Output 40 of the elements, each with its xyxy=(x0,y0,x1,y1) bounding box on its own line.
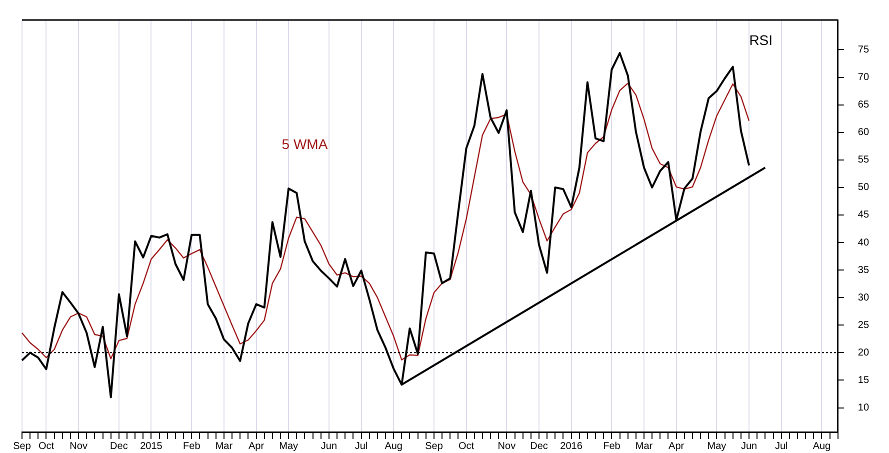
x-tick-label: Apr xyxy=(248,440,265,452)
x-tick-label: Jul xyxy=(354,440,368,452)
y-tick-label: 10 xyxy=(858,402,870,414)
x-tick-label: Jun xyxy=(740,440,758,452)
series-label: RSI xyxy=(749,32,773,48)
x-tick-label: Sep xyxy=(13,440,32,452)
y-tick-label: 15 xyxy=(858,374,870,386)
y-tick-label: 75 xyxy=(858,44,870,56)
x-tick-label: Dec xyxy=(530,440,548,452)
x-tick-label: 2016 xyxy=(560,440,583,452)
x-tick-label: Apr xyxy=(668,440,685,452)
x-tick-label: Aug xyxy=(812,440,831,452)
x-tick-label: Dec xyxy=(110,440,128,452)
x-tick-label: Oct xyxy=(458,440,474,452)
y-tick-label: 30 xyxy=(858,292,870,304)
y-tick-label: 35 xyxy=(858,264,870,276)
x-tick-label: Mar xyxy=(215,440,234,452)
x-tick-label: Oct xyxy=(38,440,54,452)
y-tick-label: 20 xyxy=(858,347,870,358)
x-tick-label: Feb xyxy=(183,440,201,452)
x-tick-label: May xyxy=(279,440,298,452)
x-tick-label: Nov xyxy=(70,440,88,452)
y-tick-label: 40 xyxy=(858,237,870,248)
y-tick-label: 60 xyxy=(858,127,870,138)
x-tick-label: Jul xyxy=(774,440,788,452)
y-tick-label: 55 xyxy=(858,154,870,166)
x-tick-label: May xyxy=(707,440,726,452)
x-tick-label: Feb xyxy=(603,440,621,452)
x-tick-label: Aug xyxy=(384,440,402,452)
text: 5 WMA xyxy=(282,136,328,152)
y-tick-label: 50 xyxy=(858,182,870,194)
x-tick-label: Mar xyxy=(635,440,654,452)
x-tick-label: Jun xyxy=(320,440,338,452)
x-tick-label: 2015 xyxy=(140,440,163,452)
y-tick-label: 25 xyxy=(858,320,870,331)
x-tick-label: Sep xyxy=(425,440,444,452)
y-tick-label: 65 xyxy=(858,100,870,111)
y-tick-label: 45 xyxy=(858,210,870,221)
y-tick-label: 70 xyxy=(858,72,870,84)
x-tick-label: Nov xyxy=(498,440,516,452)
